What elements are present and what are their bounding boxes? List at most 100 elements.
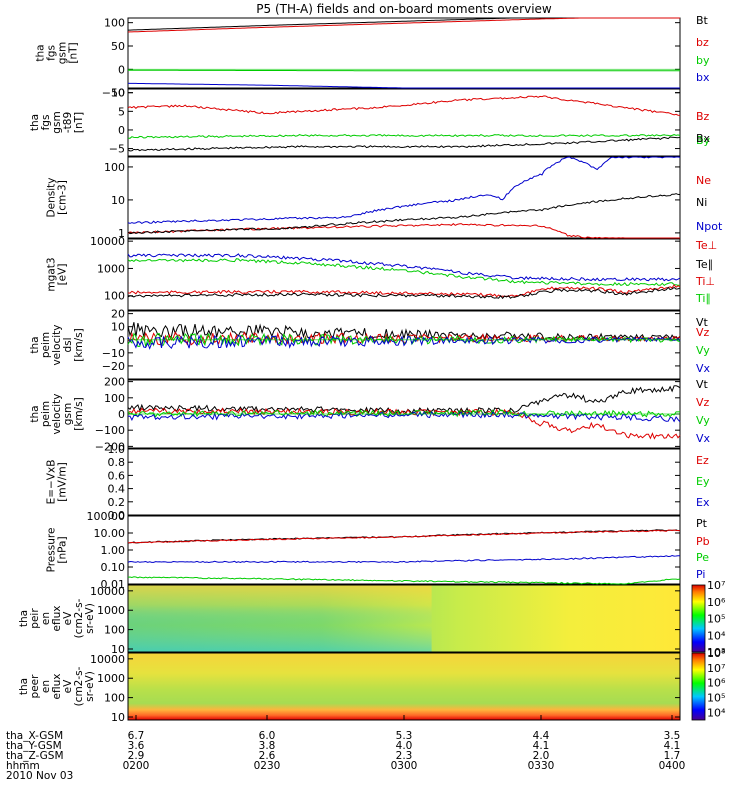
colorbar bbox=[692, 653, 705, 720]
y-tick-label: 10000 bbox=[90, 653, 125, 666]
y-axis-label: [km/s] bbox=[73, 397, 85, 431]
panel-7 bbox=[128, 449, 680, 515]
panel-5 bbox=[128, 311, 680, 379]
y-tick-label: 200 bbox=[104, 376, 125, 389]
y-tick-label: −10 bbox=[102, 347, 125, 360]
y-tick-label: 0 bbox=[118, 63, 125, 76]
series-line-blue bbox=[128, 254, 680, 281]
panel-frame bbox=[128, 239, 680, 310]
colorbar-tick-label: 10⁴ bbox=[707, 629, 726, 642]
legend-bz: Bz bbox=[696, 110, 710, 123]
legend-ne: Ne bbox=[696, 174, 711, 187]
colorbar-tick-label: 10⁶ bbox=[707, 596, 726, 609]
legend-bt: Bt bbox=[696, 14, 709, 27]
y-tick-label: 100 bbox=[104, 161, 125, 174]
legend-ez: Ez bbox=[696, 454, 709, 467]
panel-frame bbox=[128, 18, 680, 88]
y-tick-label: 100 bbox=[104, 692, 125, 705]
y-tick-label: 1000 bbox=[97, 262, 125, 275]
legend-bx: Bx bbox=[696, 132, 711, 145]
panel-frame bbox=[128, 89, 680, 156]
y-tick-label: −5 bbox=[109, 143, 125, 156]
legend-pb: Pb bbox=[696, 535, 710, 548]
series-line-green bbox=[128, 259, 680, 286]
y-tick-label: 100.00 bbox=[87, 510, 126, 523]
colorbar-tick-label: 10⁷ bbox=[707, 579, 725, 592]
y-axis-label: sr-eV) bbox=[84, 671, 96, 702]
y-tick-label: 10.00 bbox=[94, 527, 126, 540]
legend-bz: bz bbox=[696, 36, 709, 49]
series-line-vt bbox=[128, 386, 680, 414]
y-tick-label: 10 bbox=[111, 87, 125, 100]
y-tick-label: 0 bbox=[118, 334, 125, 347]
legend-ti⊥: Ti⊥ bbox=[695, 275, 715, 288]
legend-vx: Vx bbox=[696, 362, 711, 375]
legend-vz: Vz bbox=[696, 326, 710, 339]
legend-ex: Ex bbox=[696, 496, 710, 509]
legend-te∥: Te∥ bbox=[695, 258, 713, 271]
y-tick-label: 20 bbox=[111, 308, 125, 321]
y-tick-label: 10 bbox=[111, 321, 125, 334]
y-axis-label: [cm-3] bbox=[57, 180, 69, 215]
colorbar-tick-label: 10⁶ bbox=[707, 677, 726, 690]
legend-vz: Vz bbox=[696, 396, 710, 409]
legend-vt: Vt bbox=[696, 378, 709, 391]
y-tick-label: −100 bbox=[95, 424, 125, 437]
legend-te⊥: Te⊥ bbox=[695, 239, 717, 252]
series-line-bt bbox=[128, 18, 680, 30]
y-tick-label: 0.4 bbox=[108, 483, 126, 496]
panel-1 bbox=[128, 18, 680, 93]
colorbar-tick-label: 10⁸ bbox=[707, 647, 726, 660]
time-axis-value: 0200 bbox=[123, 760, 150, 772]
y-tick-label: 10 bbox=[111, 711, 125, 724]
y-axis-label: [nT] bbox=[68, 42, 80, 63]
series-line-by bbox=[128, 135, 680, 139]
legend-vy: Vy bbox=[696, 414, 710, 427]
series-line-pe bbox=[128, 577, 680, 584]
y-axis-label: [mV/m] bbox=[57, 462, 69, 501]
panel-6 bbox=[128, 380, 680, 448]
y-tick-label: 0.6 bbox=[108, 469, 126, 482]
panel-8 bbox=[128, 516, 680, 584]
y-axis-label: sr-eV) bbox=[84, 603, 96, 634]
y-tick-label: 100 bbox=[104, 17, 125, 30]
panel-3 bbox=[128, 157, 680, 238]
y-tick-label: 100 bbox=[104, 290, 125, 303]
time-axis-value: 0300 bbox=[391, 760, 418, 772]
y-tick-label: 10 bbox=[111, 194, 125, 207]
legend-pe: Pe bbox=[696, 551, 709, 564]
series-line-pi bbox=[128, 556, 680, 563]
series-line-vz bbox=[128, 408, 680, 438]
series-line-bz bbox=[128, 18, 680, 32]
panel-2 bbox=[128, 89, 680, 156]
series-line-bx bbox=[128, 137, 680, 151]
time-axis-value: 0400 bbox=[659, 760, 686, 772]
colorbar-tick-label: 10⁷ bbox=[707, 662, 725, 675]
legend-bx: bx bbox=[696, 71, 710, 84]
series-line-npot bbox=[128, 157, 680, 223]
legend-ni: Ni bbox=[696, 196, 707, 209]
y-tick-label: 1000 bbox=[97, 672, 125, 685]
y-axis-label: [km/s] bbox=[73, 328, 85, 362]
heatmap-electron-flux bbox=[128, 653, 680, 720]
y-tick-label: 0 bbox=[118, 124, 125, 137]
y-tick-label: 0.8 bbox=[108, 456, 126, 469]
panel-4 bbox=[128, 239, 680, 310]
legend-npot: Npot bbox=[696, 220, 723, 233]
series-line-pb bbox=[128, 530, 680, 543]
chart-title: P5 (TH-A) fields and on-board moments ov… bbox=[256, 2, 552, 16]
y-tick-label: 10000 bbox=[90, 585, 125, 598]
time-axis-value: 0330 bbox=[528, 760, 555, 772]
y-tick-label: 1.0 bbox=[108, 443, 126, 456]
legend-vx: Vx bbox=[696, 432, 711, 445]
time-axis-date: 2010 Nov 03 bbox=[6, 770, 73, 782]
y-tick-label: 0.2 bbox=[108, 496, 126, 509]
series-line-bx bbox=[128, 83, 680, 88]
y-axis-label: [nT] bbox=[73, 112, 85, 133]
panel-frame bbox=[128, 449, 680, 515]
y-axis-label: [eV] bbox=[57, 264, 69, 286]
legend-ey: Ey bbox=[696, 475, 710, 488]
y-tick-label: 10000 bbox=[90, 235, 125, 248]
